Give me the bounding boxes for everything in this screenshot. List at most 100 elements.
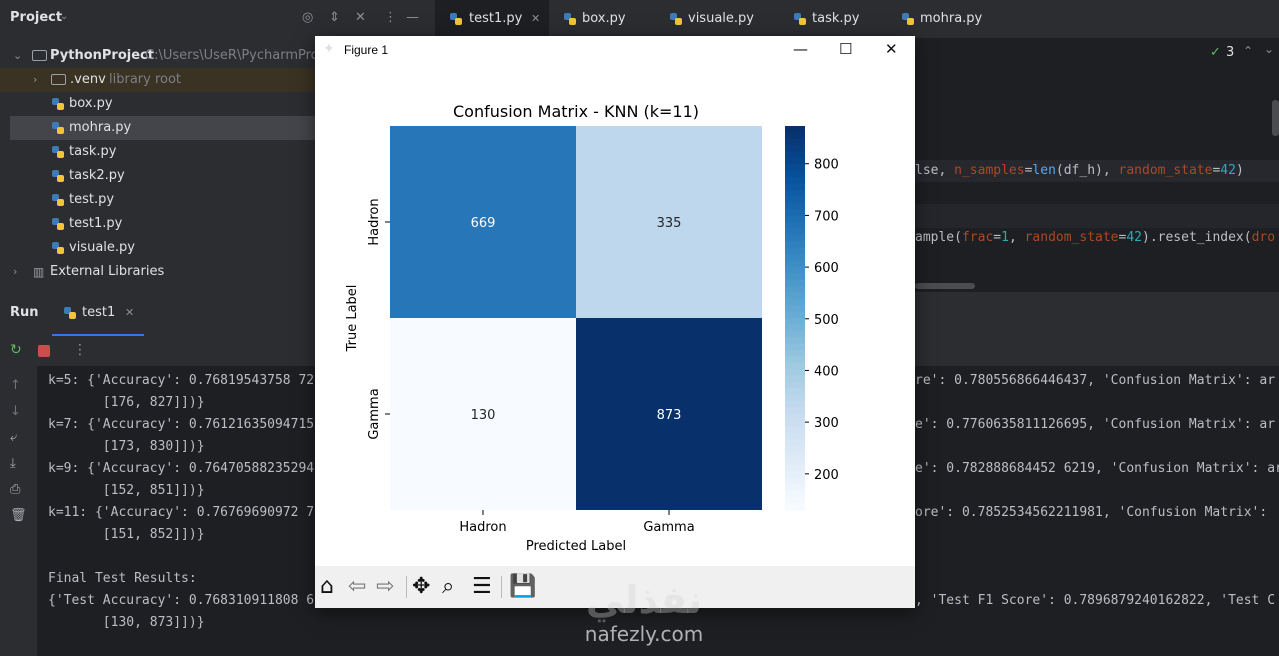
rerun-icon[interactable]: ↻ (10, 342, 22, 358)
print-icon[interactable]: ⎙ (10, 482, 21, 497)
colorbar-segment (785, 478, 805, 485)
colorbar-segment (785, 286, 805, 293)
y-tick-label: Gamma (367, 388, 382, 439)
code-token: , (1008, 230, 1025, 245)
y-tick-label: Hadron (367, 198, 382, 245)
tab-visuale[interactable]: visuale.py (667, 0, 777, 38)
expand-collapse-icon[interactable]: ⇕ (329, 10, 340, 25)
close-button[interactable]: ✕ (885, 40, 898, 58)
code-token-func: len (1032, 163, 1056, 178)
collapse-all-icon[interactable]: ✕ (355, 10, 366, 25)
colorbar-tick-label: 400 (814, 364, 839, 379)
project-title[interactable]: Project (10, 10, 63, 25)
code-line-2[interactable]: ample(frac=1, random_state=42).reset_ind… (915, 230, 1275, 245)
code-token: = (1212, 163, 1221, 178)
chevron-down-icon[interactable]: ⌄ (60, 11, 69, 22)
code-line-1[interactable]: lse, n_samples=len(df_h), random_state=4… (915, 163, 1244, 178)
tree-item-file[interactable]: task.py (0, 140, 435, 164)
code-token-param: random_state (1118, 163, 1213, 178)
heatmap-chart[interactable]: Confusion Matrix - KNN (k=11) 669 335 130 87… (315, 66, 915, 566)
colorbar-segment (785, 183, 805, 191)
soft-wrap-icon[interactable]: ⤶ (10, 430, 18, 445)
save-icon[interactable]: 💾 (509, 574, 537, 599)
locate-icon[interactable]: ◎ (302, 10, 314, 25)
colorbar-segment (785, 279, 805, 287)
stop-icon[interactable] (38, 345, 50, 357)
code-token: ample( (915, 230, 962, 245)
colorbar-segment (785, 260, 805, 268)
code-token: (df_h), (1055, 163, 1119, 178)
figure-titlebar[interactable]: ✦ Figure 1 — ☐ ✕ (315, 36, 915, 66)
chevron-right-icon[interactable]: › (13, 265, 18, 278)
zoom-icon[interactable]: ⌕ (442, 574, 455, 599)
console-line: [151, 852]])} (48, 527, 205, 542)
tree-item-root[interactable]: ⌄ PythonProject C:\Users\UseR\PycharmPro (0, 44, 435, 68)
file-name: task2.py (69, 168, 125, 183)
tree-item-external-libraries[interactable]: › ▥ External Libraries (0, 260, 435, 284)
python-file-icon (52, 242, 64, 254)
colorbar-segment (785, 343, 805, 351)
run-title: Run (10, 305, 39, 320)
more-options-icon[interactable]: ⋮ (384, 10, 397, 25)
chevron-up-icon[interactable]: ⌃ (1243, 44, 1254, 58)
arrow-down-icon[interactable]: ↓ (10, 404, 21, 419)
minimize-button[interactable]: — (793, 40, 808, 58)
tree-item-file[interactable]: test1.py (0, 212, 435, 236)
run-side-toolbar: ↑ ↓ ⤶ ⤓ ⎙ 🗑 (0, 366, 37, 656)
tab-mohra[interactable]: mohra.py (899, 0, 999, 38)
forward-icon[interactable]: ⇨ (376, 574, 395, 599)
colorbar-segment (785, 362, 805, 370)
tab-task[interactable]: task.py (791, 0, 881, 38)
file-name: test.py (69, 192, 115, 207)
close-icon[interactable]: ✕ (531, 12, 541, 25)
colorbar-segment (785, 273, 805, 281)
python-file-icon (670, 13, 682, 25)
back-icon[interactable]: ⇦ (348, 574, 367, 599)
run-tab[interactable]: test1 ✕ (52, 292, 144, 336)
figure-window[interactable]: ✦ Figure 1 — ☐ ✕ Confusion Matrix - KNN … (315, 36, 915, 608)
editor-scrollbar[interactable] (1272, 100, 1279, 136)
hide-panel-icon[interactable]: — (406, 10, 419, 25)
tree-item-file[interactable]: task2.py (0, 164, 435, 188)
close-icon[interactable]: ✕ (125, 306, 135, 319)
scroll-to-end-icon[interactable]: ⤓ (10, 456, 16, 471)
tab-box[interactable]: box.py (561, 0, 651, 38)
pan-icon[interactable]: ✥ (412, 574, 431, 599)
tree-item-file[interactable]: test.py (0, 188, 435, 212)
colorbar-segment (785, 350, 805, 357)
cell-value-label: 335 (657, 216, 682, 231)
configure-subplots-icon[interactable]: ☰ (472, 574, 492, 599)
python-file-icon (52, 194, 64, 206)
cell-value-label: 669 (471, 216, 496, 231)
project-header: Project ⌄ ◎ ⇕ ✕ ⋮ — (0, 0, 435, 38)
colorbar-tick-label: 200 (814, 468, 839, 483)
colorbar-segment (785, 401, 805, 409)
file-name: mohra.py (69, 120, 132, 135)
code-token: = (993, 230, 1002, 245)
tree-item-file[interactable]: box.py (0, 92, 435, 116)
arrow-up-icon[interactable]: ↑ (10, 378, 21, 393)
maximize-button[interactable]: ☐ (839, 40, 853, 58)
python-file-icon (52, 122, 64, 134)
more-options-icon[interactable]: ⋮ (73, 342, 87, 358)
tree-item-file[interactable]: visuale.py (0, 236, 435, 260)
code-token: = (1024, 163, 1033, 178)
trash-icon[interactable]: 🗑 (10, 508, 27, 523)
colorbar-segment (785, 503, 805, 511)
chevron-down-icon[interactable]: ⌄ (13, 49, 23, 62)
code-token-number: 42 (1220, 163, 1236, 178)
colorbar-segment (785, 458, 805, 466)
home-icon[interactable]: ⌂ (320, 574, 334, 599)
chevron-down-icon[interactable]: ⌄ (1264, 42, 1275, 56)
horizontal-scrollbar[interactable] (915, 283, 975, 289)
colorbar-segment (785, 324, 805, 332)
heatmap-cell (576, 126, 762, 318)
inspection-check-icon[interactable]: ✓ (1210, 45, 1221, 60)
heatmap-cell (576, 318, 762, 510)
colorbar-segment (785, 202, 805, 210)
chevron-right-icon[interactable]: › (33, 73, 38, 86)
colorbar-segment (785, 311, 805, 319)
tab-test1[interactable]: test1.py ✕ (435, 0, 549, 38)
project-root-path: C:\Users\UseR\PycharmPro (145, 48, 319, 63)
colorbar-segment (785, 266, 805, 274)
